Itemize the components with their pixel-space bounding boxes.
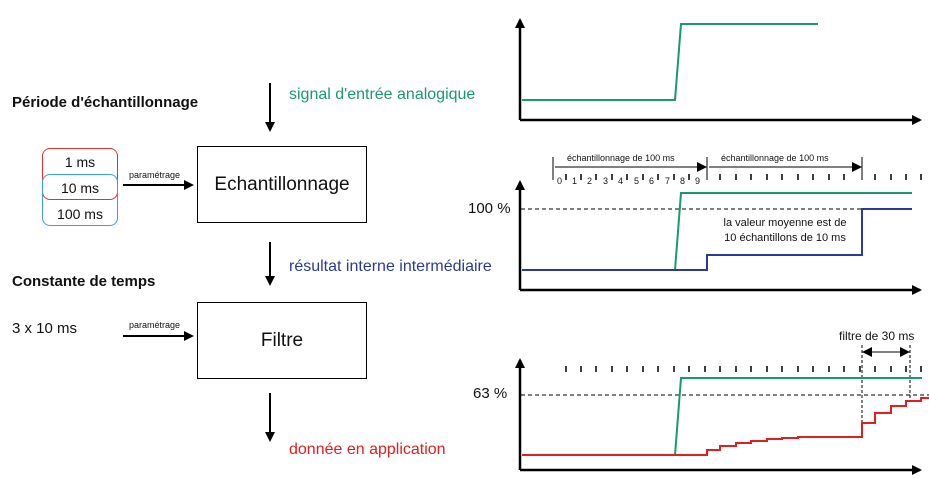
tick-number: 9 — [695, 176, 701, 186]
sampling-box: Echantillonnage — [197, 146, 367, 223]
param-label-sampling: paramétrage — [129, 170, 181, 180]
time-constant-heading: Constante de temps — [12, 273, 156, 290]
tick-number: 4 — [618, 176, 624, 186]
time-constant-value: 3 x 10 ms — [12, 320, 78, 337]
sampling-brackets — [552, 157, 863, 180]
option-1ms[interactable]: 1 ms — [64, 154, 96, 170]
tick-number: 6 — [649, 176, 655, 186]
intermediate-result-label: résultat interne intermédiaire — [289, 258, 492, 275]
option-100ms[interactable]: 100 ms — [57, 206, 103, 222]
sampling-period-label-1: échantillonnage de 100 ms — [567, 153, 675, 163]
chart2-intermediate-trace — [522, 208, 912, 271]
mean-note-line-1: la valeur moyenne est de — [723, 217, 847, 229]
chart3-axes — [515, 358, 922, 475]
level-63-label: 63 % — [473, 385, 508, 402]
filter-box-label: Filtre — [260, 329, 304, 351]
mean-value-note: la valeur moyenne est de 10 échantillons… — [710, 216, 860, 246]
tick-number: 2 — [587, 176, 593, 186]
filter-label: filtre de 30 ms — [839, 329, 915, 343]
tick-number: 3 — [603, 176, 609, 186]
tick-number: 8 — [680, 176, 686, 186]
level-100-label: 100 % — [468, 200, 511, 217]
tick-number: 1 — [572, 176, 578, 186]
mean-note-line-2: 10 échantillons de 10 ms — [724, 232, 846, 244]
app-data-label: donnée en application — [289, 441, 446, 458]
filter-box: Filtre — [197, 302, 367, 379]
param-label-filter: paramétrage — [129, 320, 181, 330]
sampling-period-label-2: échantillonnage de 100 ms — [721, 153, 829, 163]
chart3-output-trace — [522, 397, 929, 456]
sample-ticks-2 — [565, 174, 922, 180]
option-10ms[interactable]: 10 ms — [60, 180, 100, 196]
option-ring-red — [42, 148, 118, 200]
chart1-axes — [515, 18, 922, 125]
tick-number: 0 — [557, 176, 563, 186]
option-ring-blue — [42, 174, 118, 226]
tick-number: 7 — [665, 176, 671, 186]
chart1-input-step — [522, 23, 818, 101]
sample-ticks-3 — [565, 366, 922, 372]
sampling-period-heading: Période d'échantillonnage — [12, 94, 199, 111]
sampling-box-label: Echantillonnage — [214, 173, 350, 195]
chart2-axes — [515, 180, 922, 295]
analog-input-label: signal d'entrée analogique — [289, 86, 476, 103]
tick-number: 5 — [634, 176, 640, 186]
